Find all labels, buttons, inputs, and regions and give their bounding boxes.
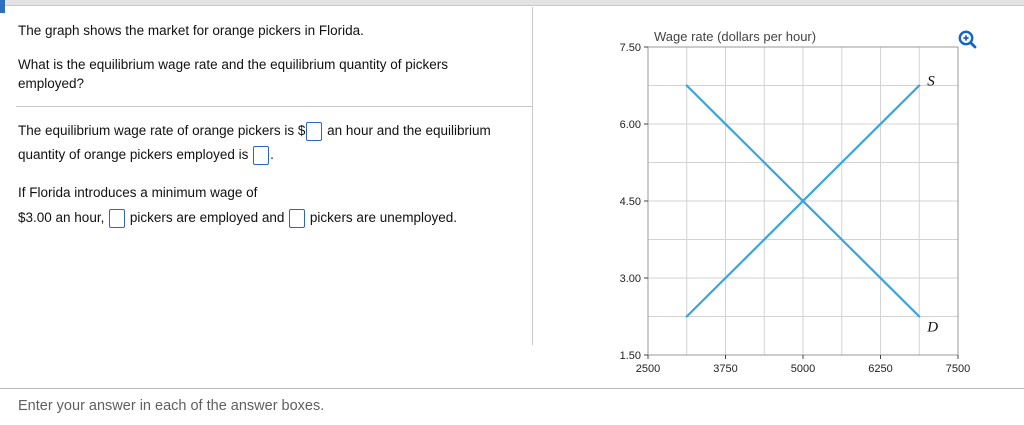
svg-text:5000: 5000 xyxy=(791,363,815,375)
question-intro: The graph shows the market for orange pi… xyxy=(18,23,364,38)
svg-text:7.50: 7.50 xyxy=(620,42,641,54)
top-left-accent xyxy=(0,0,5,13)
top-bar xyxy=(0,0,1024,6)
demand-label: D xyxy=(926,320,938,336)
footer-divider xyxy=(0,388,1024,389)
svg-text:7500: 7500 xyxy=(946,363,970,375)
footer-instruction: Enter your answer in each of the answer … xyxy=(18,398,325,414)
demand-curve xyxy=(685,84,921,318)
answer-input-wage[interactable] xyxy=(306,121,323,141)
chart-svg: 2500 3750 5000 6250 7500 7.50 6.00 4.50 3.00 1.50… xyxy=(620,42,971,375)
question-divider xyxy=(16,105,532,107)
sentence2-text-mid: pickers are employed and xyxy=(126,209,289,225)
svg-text:6250: 6250 xyxy=(868,363,892,375)
answer-input-quantity[interactable] xyxy=(253,145,270,165)
answer-sentence-1: The equilibrium wage rate of orange pick… xyxy=(18,119,516,168)
question-panel: The graph shows the market for orange pi… xyxy=(0,7,532,347)
zoom-in-icon[interactable] xyxy=(958,30,977,49)
answer-sentence-2: If Florida introduces a minimum wage of $… xyxy=(18,181,516,230)
svg-text:2500: 2500 xyxy=(636,363,660,375)
answer-input-unemployed[interactable] xyxy=(289,208,306,228)
sentence1-text-before: The equilibrium wage rate of orange pick… xyxy=(18,122,306,138)
svg-text:6.00: 6.00 xyxy=(620,119,641,131)
chart-title: Wage rate (dollars per hour) xyxy=(654,29,817,44)
svg-text:3750: 3750 xyxy=(713,363,737,375)
sentence2-line1: If Florida introduces a minimum wage of xyxy=(18,185,258,201)
answer-input-employed[interactable] xyxy=(109,208,126,228)
panel-divider xyxy=(532,7,533,345)
question-prompt: What is the equilibrium wage rate and th… xyxy=(18,56,448,92)
supply-label: S xyxy=(927,74,935,90)
sentence1-text-after: . xyxy=(270,146,274,162)
sentence2-text-after: pickers are unemployed. xyxy=(306,209,457,225)
sentence1-text-mid: an hour and the equilibrium quantity of … xyxy=(18,122,491,162)
svg-text:1.50: 1.50 xyxy=(620,350,641,362)
chart-area: 2500 3750 5000 6250 7500 7.50 6.00 4.50 3.00 1.50… xyxy=(602,35,980,384)
svg-text:4.50: 4.50 xyxy=(620,196,641,208)
svg-text:3.00: 3.00 xyxy=(620,273,641,285)
sentence2-text-before: $3.00 an hour, xyxy=(18,209,109,225)
